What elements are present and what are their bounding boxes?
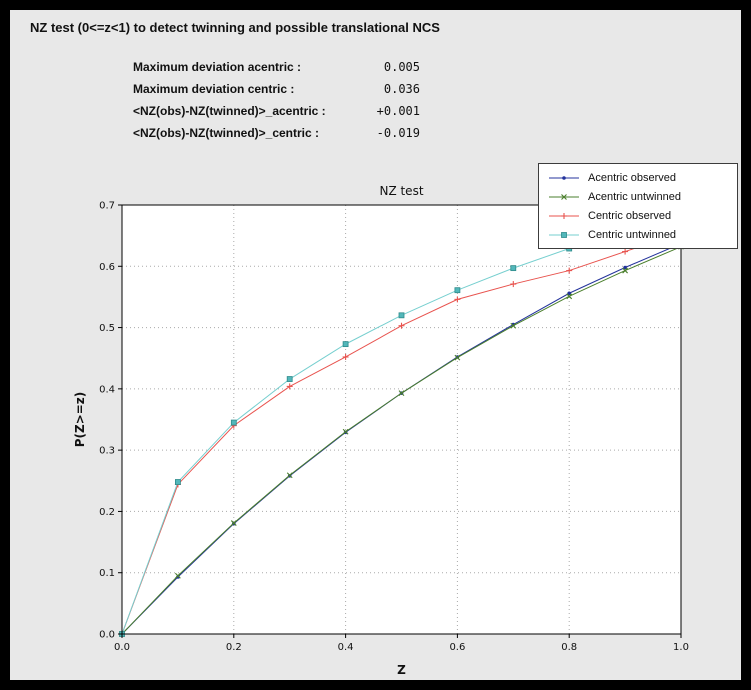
chart-canvas: 0.0 0.2 0.4 0.6 0.8 1.0 0.0 0.1 0.2 0.3 0.4 0.5 0.6 0…: [73, 184, 689, 677]
svg-text:0.6: 0.6: [449, 642, 465, 653]
legend-line-sample-acentric-untwinned: [547, 190, 581, 204]
svg-text:0.3: 0.3: [99, 446, 115, 457]
svg-text:0.4: 0.4: [338, 642, 354, 653]
stat-label-mean-diff-centric: <NZ(obs)-NZ(twinned)>_centric :: [133, 126, 320, 140]
stat-label-max-dev-acentric: Maximum deviation acentric :: [133, 60, 302, 74]
svg-text:0.7: 0.7: [99, 201, 115, 212]
svg-text:0.2: 0.2: [99, 507, 115, 518]
svg-text:0.4: 0.4: [99, 384, 115, 395]
legend-label: Acentric untwinned: [588, 190, 681, 203]
svg-text:Z: Z: [397, 663, 406, 677]
legend-item-centric-untwinned: Centric untwinned: [547, 226, 729, 243]
svg-text:0.5: 0.5: [99, 323, 115, 334]
svg-text:0.2: 0.2: [226, 642, 242, 653]
stat-label-mean-diff-acentric: <NZ(obs)-NZ(twinned)>_acentric :: [133, 104, 326, 118]
svg-text:0.0: 0.0: [99, 630, 115, 641]
stat-value-mean-diff-acentric: +0.001: [376, 104, 420, 118]
legend-label: Centric untwinned: [588, 228, 677, 241]
svg-text:0.0: 0.0: [114, 642, 130, 653]
legend-line-sample-acentric-observed: [547, 171, 581, 185]
legend-label: Centric observed: [588, 209, 672, 222]
stat-value-mean-diff-centric: -0.019: [376, 126, 420, 140]
stat-value-max-dev-acentric: 0.005: [383, 60, 420, 74]
stat-label-max-dev-centric: Maximum deviation centric :: [133, 82, 295, 96]
svg-text:0.8: 0.8: [561, 642, 577, 653]
svg-text:0.1: 0.1: [99, 568, 115, 579]
stat-value-max-dev-centric: 0.036: [383, 82, 420, 96]
nz-test-chart: 0.0 0.2 0.4 0.6 0.8 1.0 0.0 0.1 0.2 0.3 0.4 0.5 0.6 0…: [10, 150, 741, 680]
page-title: NZ test (0<=z<1) to detect twinning and …: [30, 20, 440, 35]
svg-text:0.6: 0.6: [99, 262, 115, 273]
legend-item-acentric-untwinned: Acentric untwinned: [547, 188, 729, 205]
svg-text:1.0: 1.0: [673, 642, 689, 653]
legend-item-acentric-observed: Acentric observed: [547, 169, 729, 186]
svg-text:P(Z>=z): P(Z>=z): [73, 392, 87, 448]
svg-text:NZ test: NZ test: [379, 184, 423, 198]
legend-line-sample-centric-untwinned: [547, 228, 581, 242]
chart-legend: Acentric observed Acentric untwinned Cen…: [538, 163, 738, 249]
legend-item-centric-observed: Centric observed: [547, 207, 729, 224]
stats-block: Maximum deviation acentric : 0.005 Maxim…: [133, 56, 420, 144]
legend-label: Acentric observed: [588, 171, 677, 184]
plot-window: NZ test (0<=z<1) to detect twinning and …: [10, 10, 741, 680]
legend-line-sample-centric-observed: [547, 209, 581, 223]
